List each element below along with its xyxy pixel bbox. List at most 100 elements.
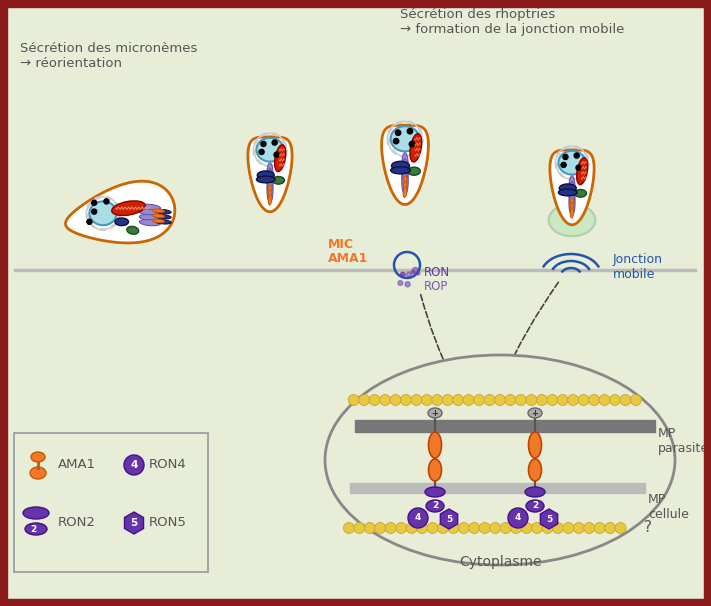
Ellipse shape [325,355,675,565]
Circle shape [599,395,610,405]
Ellipse shape [390,167,410,174]
Ellipse shape [153,219,164,223]
FancyBboxPatch shape [14,433,208,572]
Circle shape [536,395,547,405]
Ellipse shape [402,161,407,179]
Ellipse shape [272,176,284,184]
Circle shape [407,272,412,277]
Circle shape [515,395,526,405]
Circle shape [453,395,464,405]
Ellipse shape [257,176,275,183]
Ellipse shape [560,184,576,193]
Ellipse shape [154,215,171,219]
Ellipse shape [267,181,273,202]
Text: AMA1: AMA1 [328,252,368,265]
Ellipse shape [268,185,272,195]
Ellipse shape [403,176,407,187]
Circle shape [547,395,557,405]
Ellipse shape [574,190,587,197]
Polygon shape [124,512,144,534]
Bar [350,483,645,493]
Circle shape [417,271,420,275]
Text: RON: RON [424,266,450,279]
Ellipse shape [402,171,407,189]
Ellipse shape [392,161,410,170]
Circle shape [405,282,410,287]
Circle shape [412,267,418,273]
Ellipse shape [139,219,161,226]
Ellipse shape [569,188,575,209]
Text: +: + [432,408,439,418]
Circle shape [469,522,480,533]
Ellipse shape [429,432,442,458]
Ellipse shape [127,227,139,234]
Circle shape [463,395,474,405]
Ellipse shape [268,181,272,198]
Ellipse shape [528,408,542,418]
Text: MP
parasite: MP parasite [658,427,709,455]
Circle shape [563,155,568,159]
Text: → formation de la jonction mobile: → formation de la jonction mobile [400,23,624,36]
Ellipse shape [403,181,407,192]
Text: → réorientation: → réorientation [20,57,122,70]
Polygon shape [65,181,175,243]
Text: Jonction
mobile: Jonction mobile [613,253,663,281]
Circle shape [410,141,415,147]
Circle shape [484,395,495,405]
Circle shape [375,522,386,533]
Polygon shape [540,509,557,529]
Text: Sécrétion des rhoptries: Sécrétion des rhoptries [400,8,555,21]
Circle shape [594,522,605,533]
Ellipse shape [31,452,45,462]
Polygon shape [550,150,594,225]
Circle shape [364,522,375,533]
Ellipse shape [570,193,574,210]
Circle shape [272,140,277,145]
Circle shape [400,395,412,405]
Ellipse shape [402,153,408,175]
Ellipse shape [428,408,442,418]
Text: MP
cellule: MP cellule [648,493,689,521]
Text: 4: 4 [415,513,421,522]
Ellipse shape [403,187,407,198]
Circle shape [348,395,359,405]
Ellipse shape [268,195,272,205]
Circle shape [261,141,266,147]
Text: AMA1: AMA1 [58,459,96,471]
Circle shape [589,395,599,405]
Circle shape [620,395,631,405]
Bar [704,0,711,606]
Text: 4: 4 [515,513,521,522]
Circle shape [448,522,459,533]
Ellipse shape [90,201,117,225]
Ellipse shape [526,500,544,512]
Circle shape [573,522,584,533]
Ellipse shape [257,171,274,179]
Ellipse shape [425,487,445,497]
Circle shape [510,522,522,533]
Text: 5: 5 [546,514,552,524]
Ellipse shape [267,163,273,184]
Text: MIC: MIC [328,238,354,251]
Circle shape [615,522,626,533]
Ellipse shape [154,219,171,224]
Circle shape [390,395,401,405]
Circle shape [609,395,621,405]
Circle shape [274,152,279,158]
Ellipse shape [139,215,161,221]
Ellipse shape [570,198,574,215]
Text: 5: 5 [446,514,452,524]
Ellipse shape [23,507,49,519]
Ellipse shape [402,165,408,188]
Circle shape [500,522,511,533]
Ellipse shape [570,198,574,208]
Text: 2: 2 [30,525,36,533]
Text: RON4: RON4 [149,459,187,471]
Text: 2: 2 [432,502,438,510]
Ellipse shape [112,201,145,216]
Ellipse shape [410,133,422,162]
Circle shape [437,522,449,533]
Ellipse shape [407,167,420,175]
Ellipse shape [528,459,542,481]
Circle shape [604,522,616,533]
